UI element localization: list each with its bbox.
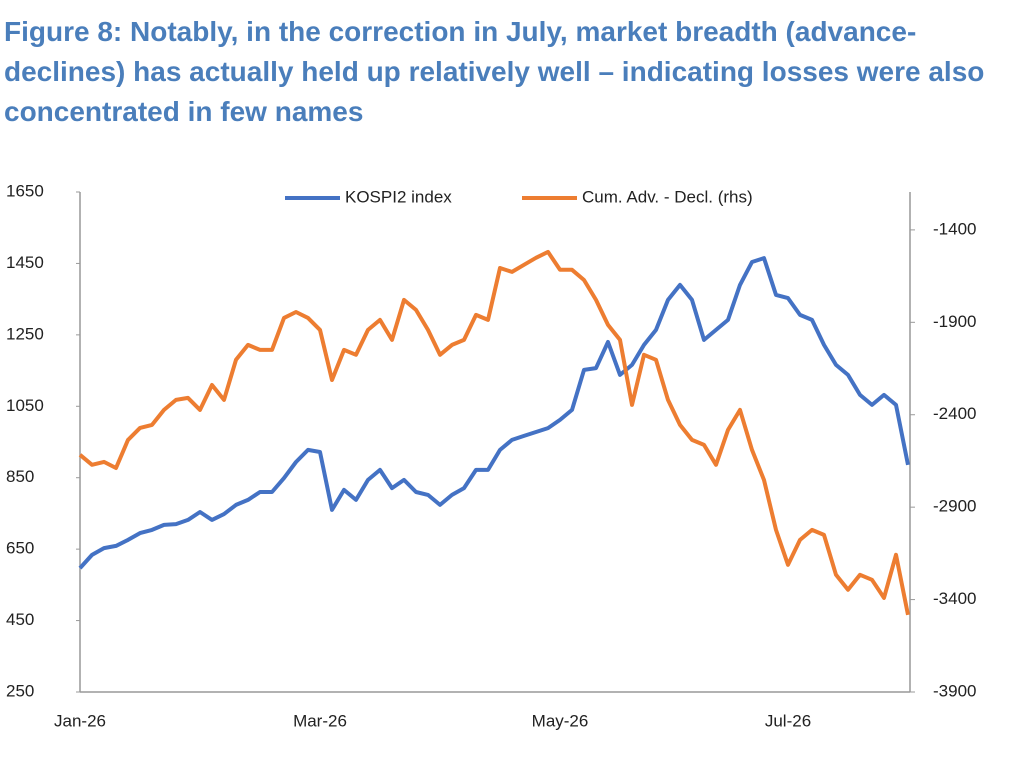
y2-tick-label: -2900	[933, 497, 976, 516]
y-tick-label: 1250	[6, 324, 44, 343]
y-tick-label: 1050	[6, 396, 44, 415]
y-tick-label: 450	[6, 610, 34, 629]
x-tick-label: Jul-26	[765, 711, 811, 730]
series-line	[78, 249, 910, 616]
legend-label: KOSPI2 index	[345, 187, 452, 206]
y2-tick-label: -1900	[933, 312, 976, 331]
x-tick-label: Jan-26	[54, 711, 106, 730]
y2-tick-label: -3400	[933, 589, 976, 608]
y-tick-label: 850	[6, 467, 34, 486]
series-line	[78, 256, 910, 570]
y2-tick-label: -3900	[933, 681, 976, 700]
y-tick-label: 650	[6, 539, 34, 558]
y-tick-label: 250	[6, 681, 34, 700]
legend-label: Cum. Adv. - Decl. (rhs)	[582, 187, 753, 206]
chart-title: Figure 8: Notably, in the correction in …	[4, 16, 985, 127]
x-tick-label: May-26	[532, 711, 589, 730]
y-tick-label: 1450	[6, 253, 44, 272]
x-tick-label: Mar-26	[293, 711, 347, 730]
y2-tick-label: -1400	[933, 219, 976, 238]
y-tick-label: 1650	[6, 181, 44, 200]
y2-tick-label: -2400	[933, 404, 976, 423]
